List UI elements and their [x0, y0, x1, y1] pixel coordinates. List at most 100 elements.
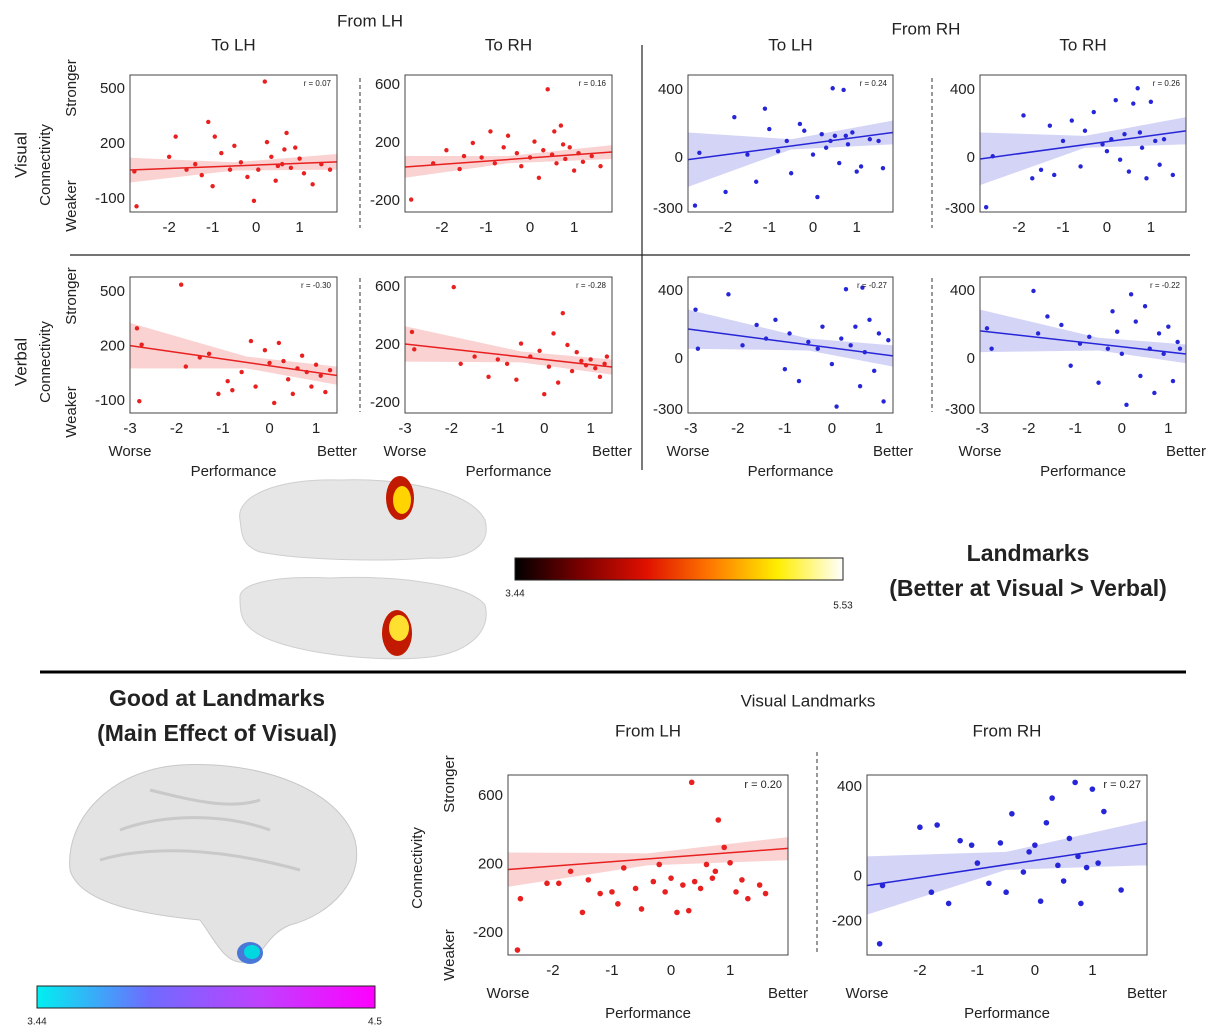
- point: [1077, 341, 1083, 346]
- y-tick-label: 400: [658, 282, 683, 299]
- y-tick-label: 400: [950, 282, 975, 299]
- point: [275, 163, 281, 169]
- point: [280, 161, 285, 167]
- x-tick-label: -2: [170, 420, 183, 437]
- x-tick-label: 0: [1031, 962, 1039, 979]
- point: [739, 877, 745, 883]
- point: [668, 875, 674, 881]
- point: [518, 341, 524, 346]
- x-tick-label: -3: [684, 420, 697, 437]
- point: [256, 167, 261, 172]
- point: [1109, 137, 1114, 142]
- scatter-panel: -2 -1 0 1 -100 200 500 r = 0.07 To LH: [95, 35, 338, 236]
- point: [756, 882, 763, 888]
- scatter-panel: -3 -2 -1 0 1 -100 200 500 r = -0.30 Worse Better Pe…: [95, 276, 357, 480]
- x-tick-label: 1: [570, 219, 578, 236]
- plot-frame: [129, 74, 338, 213]
- point: [310, 182, 315, 187]
- point: [444, 148, 449, 153]
- point: [597, 374, 603, 380]
- annotation: r = -0.30: [301, 281, 332, 290]
- x-tick-label: -2: [1022, 420, 1035, 437]
- x-tick-label: -2: [1012, 219, 1025, 236]
- point: [556, 880, 562, 887]
- x-tick-label: 0: [667, 962, 675, 979]
- point: [552, 129, 557, 134]
- point: [767, 126, 772, 132]
- x-tick-label: 1: [875, 420, 883, 437]
- point: [1114, 329, 1120, 334]
- y-tick-label: 0: [854, 868, 862, 885]
- annotation: r = 0.27: [1103, 779, 1141, 791]
- panel-title: From LH: [615, 721, 681, 740]
- point: [820, 324, 825, 329]
- point: [1078, 900, 1084, 907]
- x-high-label: Better: [317, 443, 357, 460]
- point: [879, 882, 886, 889]
- point: [504, 361, 510, 367]
- point: [210, 183, 215, 189]
- point: [230, 388, 235, 393]
- point: [723, 189, 728, 195]
- point: [517, 895, 524, 902]
- point: [470, 140, 476, 146]
- point: [819, 131, 824, 137]
- point: [830, 86, 835, 91]
- x-tick-label: 0: [809, 219, 817, 236]
- point: [273, 178, 278, 183]
- point: [567, 145, 572, 150]
- point: [281, 358, 286, 364]
- point: [264, 139, 270, 145]
- y-label: Weaker: [63, 386, 80, 437]
- point: [1078, 164, 1083, 169]
- colorbar-label: 5.53: [833, 601, 853, 612]
- point: [206, 351, 212, 357]
- point: [290, 391, 296, 397]
- point: [569, 368, 575, 374]
- y-tick-label: 500: [100, 283, 125, 300]
- plot-frame: [979, 74, 1187, 213]
- x-low-label: Worse: [666, 443, 709, 460]
- point: [1117, 157, 1123, 162]
- x-axis-label: Performance: [605, 1005, 691, 1022]
- scatter-panel: -3 -2 -1 0 1 -300 0 400 r = -0.27 Worse Better Perf…: [653, 276, 913, 480]
- point: [957, 837, 963, 844]
- x-tick-label: -2: [719, 219, 732, 236]
- point: [408, 197, 414, 202]
- x-tick-label: -1: [778, 420, 791, 437]
- colorbar-label: 4.5: [368, 1017, 382, 1028]
- y-tick-label: -200: [370, 192, 400, 209]
- point: [193, 161, 198, 167]
- point: [495, 357, 501, 362]
- x-high-label: Better: [768, 985, 808, 1002]
- point: [753, 179, 759, 184]
- x-axis-label: Performance: [748, 463, 834, 480]
- point: [544, 880, 550, 887]
- scatter-panel: -2 -1 0 1 -200 200 600 r = 0.20 From LH Worse Bett…: [473, 721, 808, 1021]
- y-tick-label: 400: [658, 81, 683, 98]
- point: [430, 161, 436, 166]
- point: [304, 369, 309, 375]
- x-tick-label: -3: [976, 420, 989, 437]
- point: [1043, 819, 1050, 826]
- point: [773, 317, 778, 323]
- point: [1060, 138, 1066, 144]
- point: [139, 342, 144, 347]
- y-tick-label: 600: [478, 787, 503, 804]
- point: [656, 861, 663, 868]
- x-tick-label: -1: [479, 219, 492, 236]
- point: [726, 292, 731, 297]
- point: [1170, 378, 1176, 384]
- point: [514, 150, 520, 156]
- point: [754, 322, 759, 328]
- point: [1137, 130, 1143, 135]
- point: [457, 166, 462, 172]
- x-high-label: Better: [592, 443, 632, 460]
- point: [1100, 142, 1105, 147]
- point: [461, 153, 467, 159]
- fit-line: [979, 330, 1187, 355]
- point: [580, 159, 586, 165]
- point: [1153, 138, 1158, 144]
- plot-frame: [687, 276, 894, 414]
- y-tick-label: 400: [950, 81, 975, 98]
